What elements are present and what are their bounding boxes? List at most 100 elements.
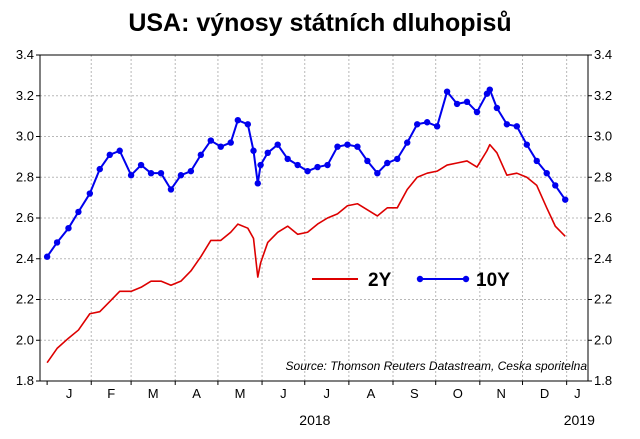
data-point-10y xyxy=(177,172,185,179)
data-point-10y xyxy=(43,253,51,260)
series-layer xyxy=(43,86,569,364)
y-tick-label-left: 3.2 xyxy=(16,88,34,103)
y-tick-label-right: 2.8 xyxy=(594,169,612,184)
data-point-10y xyxy=(257,161,264,169)
x-axis: J F M A M J J A S O N D J 2018 2019 xyxy=(46,381,595,428)
data-point-10y xyxy=(384,159,391,167)
data-point-10y xyxy=(473,108,481,116)
month-label: M xyxy=(235,386,246,401)
data-point-10y xyxy=(147,169,155,177)
month-label: J xyxy=(66,386,73,401)
y-tick-label-left: 2.2 xyxy=(16,292,34,307)
data-point-10y xyxy=(453,100,461,108)
data-point-10y xyxy=(187,167,195,175)
data-point-10y xyxy=(86,190,94,197)
data-point-10y xyxy=(314,163,321,171)
grid xyxy=(40,54,588,382)
data-point-10y xyxy=(523,141,530,148)
data-point-10y xyxy=(53,239,61,246)
month-label: J xyxy=(280,386,287,401)
data-point-10y xyxy=(167,186,175,193)
y-axis-left: 1.8 2.0 2.2 2.4 2.6 2.8 3.0 3.2 3.4 xyxy=(16,47,40,388)
data-point-10y xyxy=(227,139,234,146)
data-point-10y xyxy=(334,143,341,150)
y-tick-label-left: 2.0 xyxy=(16,332,34,347)
year-label: 2019 xyxy=(564,412,595,428)
data-point-10y xyxy=(234,117,242,124)
series-line-2y xyxy=(46,143,566,364)
data-point-10y xyxy=(106,151,113,159)
data-point-10y xyxy=(486,86,493,93)
source-note: Source: Thomson Reuters Datastream, Cesk… xyxy=(286,359,588,373)
data-point-10y xyxy=(274,141,281,148)
data-point-10y xyxy=(294,161,301,169)
data-point-10y xyxy=(562,196,569,203)
data-point-10y xyxy=(533,157,540,165)
month-label: A xyxy=(192,386,201,401)
data-point-10y xyxy=(75,208,82,216)
month-label: N xyxy=(496,386,505,401)
data-point-10y xyxy=(354,143,361,150)
data-point-10y xyxy=(127,172,135,179)
year-label: 2018 xyxy=(299,412,330,428)
data-point-10y xyxy=(433,123,441,130)
chart-title: USA: výnosy státních dluhopisů xyxy=(128,9,511,37)
y-tick-label-left: 2.6 xyxy=(16,210,34,225)
data-point-10y xyxy=(137,161,145,169)
data-point-10y xyxy=(217,143,224,150)
y-tick-label-right: 2.4 xyxy=(594,251,612,266)
series-markers-10y xyxy=(43,86,569,260)
y-tick-label-left: 3.4 xyxy=(16,47,34,62)
data-point-10y xyxy=(344,141,351,148)
y-tick-label-left: 1.8 xyxy=(16,373,34,388)
y-tick-label-right: 2.6 xyxy=(594,210,612,225)
data-point-10y xyxy=(304,167,311,175)
data-point-10y xyxy=(503,121,511,128)
legend-marker xyxy=(416,275,424,283)
data-point-10y xyxy=(116,147,123,154)
data-point-10y xyxy=(463,98,471,106)
y-tick-label-left: 3.0 xyxy=(16,129,34,144)
data-point-10y xyxy=(543,169,550,177)
legend-label-2y: 2Y xyxy=(368,270,392,291)
legend: 2Y 10Y xyxy=(312,270,510,291)
data-point-10y xyxy=(207,137,215,144)
month-label: O xyxy=(453,386,463,401)
data-point-10y xyxy=(443,88,451,95)
data-point-10y xyxy=(404,139,411,146)
data-point-10y xyxy=(96,165,103,173)
y-tick-label-right: 2.2 xyxy=(594,292,612,307)
y-tick-label-left: 2.8 xyxy=(16,169,34,184)
data-point-10y xyxy=(157,169,165,177)
y-tick-label-right: 3.2 xyxy=(594,88,612,103)
legend-label-10y: 10Y xyxy=(476,270,510,291)
y-tick-label-right: 3.0 xyxy=(594,129,612,144)
month-label: S xyxy=(410,386,419,401)
data-point-10y xyxy=(284,155,291,163)
y-tick-label-left: 2.4 xyxy=(16,251,34,266)
data-point-10y xyxy=(324,161,331,169)
data-point-10y xyxy=(254,180,261,187)
legend-marker xyxy=(462,275,470,283)
month-label: F xyxy=(107,386,115,401)
data-point-10y xyxy=(264,149,271,156)
y-tick-label-right: 2.0 xyxy=(594,332,612,347)
month-label: D xyxy=(540,386,549,401)
y-tick-label-right: 1.8 xyxy=(594,373,612,388)
data-point-10y xyxy=(513,123,521,130)
month-label: M xyxy=(148,386,159,401)
month-label: J xyxy=(324,386,331,401)
data-point-10y xyxy=(250,147,257,154)
data-point-10y xyxy=(244,121,252,128)
data-point-10y xyxy=(364,157,371,165)
data-point-10y xyxy=(394,155,401,163)
month-label: A xyxy=(367,386,376,401)
data-point-10y xyxy=(552,182,559,189)
data-point-10y xyxy=(493,104,501,112)
data-point-10y xyxy=(413,121,421,128)
y-axis-right: 1.8 2.0 2.2 2.4 2.6 2.8 3.0 3.2 3.4 xyxy=(588,47,612,388)
data-point-10y xyxy=(374,169,381,177)
data-point-10y xyxy=(65,224,72,232)
data-point-10y xyxy=(197,151,205,159)
